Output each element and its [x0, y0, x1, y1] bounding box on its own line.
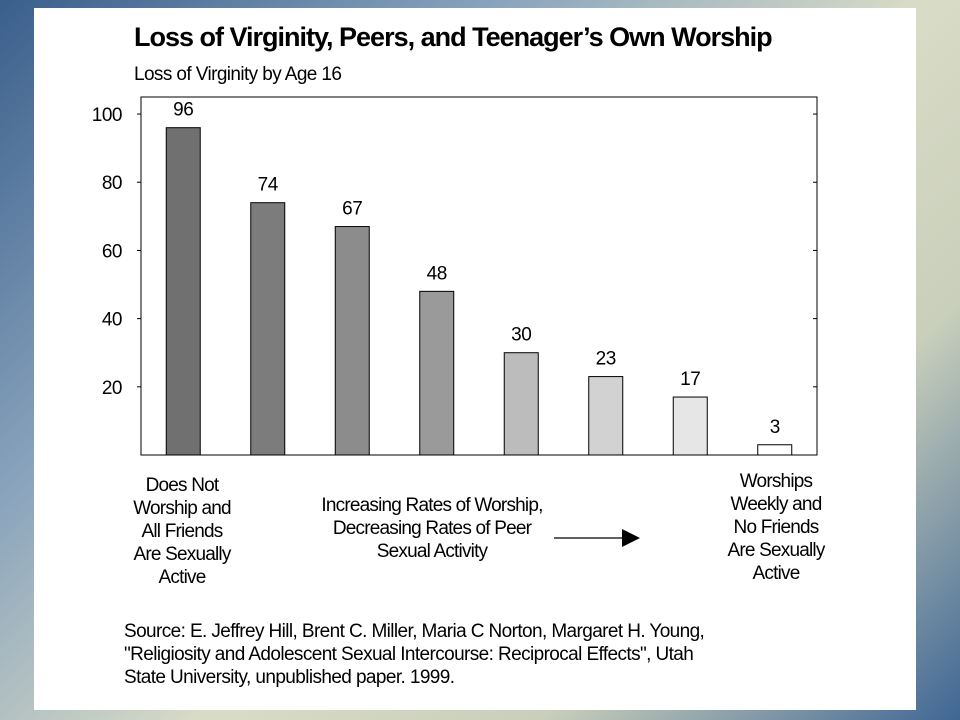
caption-line: Increasing Rates of Worship, [321, 495, 543, 516]
y-tick-label: 80 [102, 173, 122, 194]
data-label: 96 [173, 100, 193, 121]
caption-line: Worships [739, 471, 813, 492]
data-label: 74 [258, 175, 279, 196]
source-line: "Religiosity and Adolescent Sexual Inter… [124, 644, 694, 665]
data-label: 23 [596, 349, 616, 370]
data-label: 48 [427, 263, 447, 284]
chart-subtitle: Loss of Virginity by Age 16 [134, 64, 342, 85]
caption-line: Decreasing Rates of Peer [332, 518, 532, 539]
source-citation: Source: E. Jeffrey Hill, Brent C. Miller… [124, 620, 904, 689]
left-category-caption: Does Not Worship and All Friends Are Sex… [112, 474, 252, 589]
y-tick-label: 40 [102, 310, 122, 331]
slide: Loss of Virginity, Peers, and Teenager’s… [34, 8, 916, 710]
bar [334, 226, 370, 456]
bar [757, 444, 793, 456]
middle-trend-caption: Increasing Rates of Worship, Decreasing … [292, 494, 572, 563]
caption-line: Active [752, 563, 801, 584]
caption-line: Are Sexually [727, 540, 825, 561]
caption-line: No Friends [733, 517, 820, 538]
bar [503, 352, 539, 456]
bar [672, 396, 708, 456]
bar [588, 376, 624, 456]
caption-line: Does Not [145, 475, 220, 496]
caption-line: Active [158, 567, 207, 588]
bar [165, 127, 201, 456]
caption-line: Worship and [133, 498, 231, 519]
plot-frame [140, 96, 818, 456]
trend-arrow-head [622, 529, 640, 547]
y-tick-label: 100 [92, 105, 122, 126]
data-label: 30 [511, 325, 531, 346]
caption-line: Are Sexually [133, 544, 231, 565]
bar-chart: 20 40 60 80 100 96 74 67 48 30 23 17 3 [92, 96, 818, 547]
chart-title: Loss of Virginity, Peers, and Teenager’s… [134, 22, 773, 52]
data-label: 3 [770, 417, 780, 438]
data-label: 67 [342, 199, 362, 220]
source-line: State University, unpublished paper. 199… [124, 667, 455, 688]
caption-line: All Friends [141, 521, 224, 542]
data-label: 17 [680, 369, 700, 390]
bar [250, 202, 286, 456]
y-tick-label: 20 [102, 378, 122, 399]
bar [419, 290, 455, 456]
plot-area: 20 40 60 80 100 96 74 67 48 30 23 17 3 [92, 96, 818, 547]
caption-line: Sexual Activity [376, 541, 488, 562]
source-line: Source: E. Jeffrey Hill, Brent C. Miller… [124, 621, 705, 642]
right-category-caption: Worships Weekly and No Friends Are Sexua… [702, 470, 850, 585]
caption-line: Weekly and [730, 494, 823, 515]
y-tick-label: 60 [102, 241, 122, 262]
